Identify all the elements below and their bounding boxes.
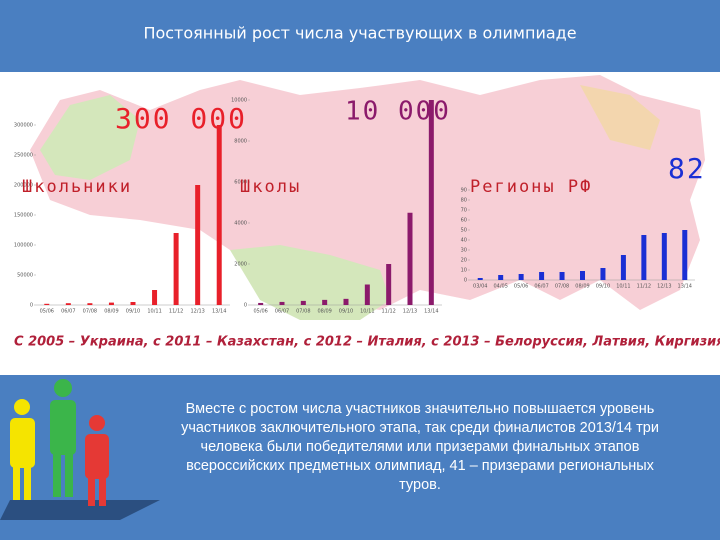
bar [130, 302, 136, 305]
x-tick-label: 12/13 [190, 309, 204, 315]
slide-title: Постоянный рост числа участвующих в олим… [143, 24, 576, 43]
bar [498, 275, 504, 280]
y-tick-label: 200000 [14, 183, 33, 189]
x-tick-label: 09/10 [339, 309, 353, 315]
x-tick-label: 13/14 [424, 309, 438, 315]
y-tick-label: 100000 [14, 243, 33, 249]
y-tick-label: 50000 [17, 273, 33, 279]
x-tick-label: 03/04 [473, 284, 487, 290]
bar [682, 230, 688, 280]
x-tick-label: 10/11 [616, 284, 630, 290]
bar [539, 272, 545, 280]
bar [364, 284, 370, 305]
bar [343, 298, 349, 305]
y-tick-label: 0 [464, 278, 467, 284]
x-tick-label: 07/08 [83, 309, 97, 315]
bar [428, 100, 434, 305]
y-tick-label: 70 [461, 208, 467, 214]
y-tick-label: 20 [461, 258, 467, 264]
map-russia [30, 75, 705, 310]
annotation-label: Школы [240, 177, 301, 197]
bar [580, 271, 585, 280]
bar [477, 278, 483, 280]
annotation-number: 82 [668, 152, 706, 185]
y-tick-label: 150000 [14, 213, 33, 219]
y-tick-label: 10 [461, 268, 467, 274]
people-icon [0, 379, 160, 520]
bar [661, 233, 667, 280]
map-scandinavia [40, 95, 140, 180]
annotation-label: Регионы РФ [470, 177, 592, 197]
x-tick-label: 06/07 [275, 309, 289, 315]
bar [258, 302, 264, 305]
title-banner [0, 0, 720, 72]
x-tick-label: 04/05 [493, 284, 507, 290]
bar [559, 272, 565, 280]
y-tick-label: 40 [461, 238, 467, 244]
x-tick-label: 08/09 [575, 284, 589, 290]
y-tick-label: 80 [461, 198, 467, 204]
annotation-number: 300 000 [115, 102, 247, 135]
bar [518, 274, 524, 280]
y-tick-label: 0 [30, 303, 33, 309]
x-tick-label: 08/09 [104, 309, 118, 315]
bar [65, 303, 71, 305]
y-tick-label: 4000 [234, 221, 247, 227]
x-tick-label: 07/08 [296, 309, 310, 315]
map [30, 75, 705, 320]
x-tick-label: 10/11 [360, 309, 374, 315]
bar [600, 268, 606, 280]
bar [152, 290, 158, 305]
bar [87, 303, 93, 305]
bar [195, 185, 201, 305]
x-tick-label: 11/12 [381, 309, 395, 315]
x-tick-label: 05/06 [514, 284, 528, 290]
y-tick-label: 8000 [234, 139, 247, 145]
y-tick-label: 90 [461, 188, 467, 194]
y-tick-label: 300000 [14, 123, 33, 129]
y-tick-label: 250000 [14, 153, 33, 159]
y-tick-label: 10000 [231, 98, 247, 104]
x-tick-label: 13/14 [212, 309, 226, 315]
x-tick-label: 11/12 [169, 309, 183, 315]
y-tick-label: 0 [244, 303, 247, 309]
x-tick-label: 10/11 [147, 309, 161, 315]
annotation-number: 10 000 [345, 97, 451, 127]
bar [407, 212, 413, 305]
bar [641, 235, 647, 280]
bar [279, 301, 285, 305]
bar [300, 300, 306, 305]
bar [620, 255, 626, 280]
body-text: Вместе с ростом числа участников значите… [181, 401, 659, 493]
bar [386, 264, 392, 305]
bar [216, 125, 222, 305]
x-tick-label: 13/14 [678, 284, 692, 290]
y-tick-label: 6000 [234, 180, 247, 186]
y-tick-label: 2000 [234, 262, 247, 268]
x-tick-label: 05/06 [253, 309, 267, 315]
x-tick-label: 05/06 [40, 309, 54, 315]
map-chukotka [580, 85, 660, 150]
x-tick-label: 08/09 [317, 309, 331, 315]
bar [322, 299, 328, 305]
bar [108, 302, 114, 305]
y-tick-label: 30 [461, 248, 467, 254]
x-tick-label: 12/13 [403, 309, 417, 315]
footnote: С 2005 – Украина, с 2011 – Казахстан, с … [14, 335, 720, 350]
y-tick-label: 50 [461, 228, 467, 234]
x-tick-label: 07/08 [555, 284, 569, 290]
annotation-label: Школьники [22, 177, 132, 197]
x-tick-label: 09/10 [596, 284, 610, 290]
x-tick-label: 09/10 [126, 309, 140, 315]
bar [173, 233, 179, 305]
map-kazakhstan [230, 245, 390, 320]
x-tick-label: 06/07 [534, 284, 548, 290]
bar [44, 303, 50, 305]
x-tick-label: 06/07 [61, 309, 75, 315]
x-tick-label: 11/12 [637, 284, 651, 290]
x-tick-label: 12/13 [657, 284, 671, 290]
y-tick-label: 60 [461, 218, 467, 224]
